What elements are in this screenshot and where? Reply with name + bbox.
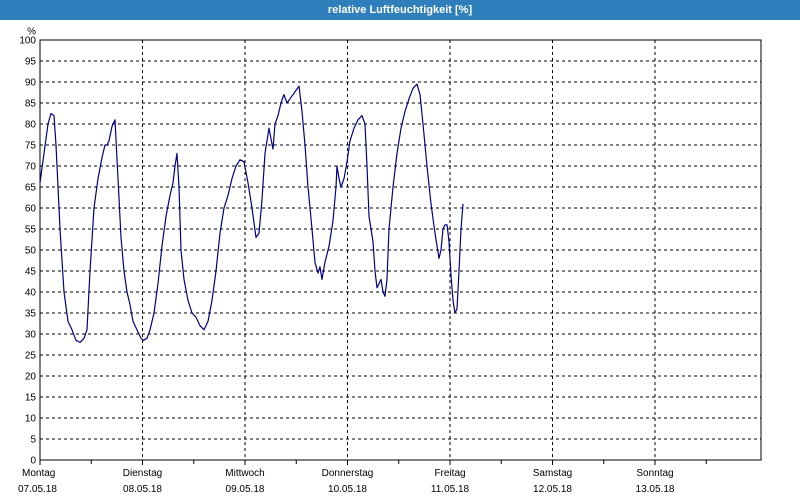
humidity-series-line [39,83,464,343]
y-tick-label: 65 [25,183,37,194]
y-tick-label: 90 [25,78,37,89]
y-tick-label: 25 [25,351,37,362]
y-tick-label: 10 [25,414,37,425]
y-tick-label: 85 [25,99,37,110]
y-tick-label: 70 [25,162,37,173]
x-tick-label-day: Sonntag [636,468,673,479]
y-tick-label: 60 [25,204,37,215]
chart-title: relative Luftfeuchtigkeit [%] [327,4,473,16]
x-tick-label-day: Samstag [533,468,572,479]
x-tick-label-date: 11.05.18 [431,484,470,495]
x-tick-label-date: 12.05.18 [533,484,572,495]
x-tick-label-date: 10.05.18 [328,484,367,495]
x-tick-label-date: 08.05.18 [123,484,162,495]
x-tick-label-day: Dienstag [123,468,162,479]
y-tick-label: 75 [25,141,37,152]
chart-title-bar: relative Luftfeuchtigkeit [%] [0,0,800,20]
y-tick-label: 30 [25,330,37,341]
x-tick-label-date: 13.05.18 [636,484,675,495]
x-tick-label-day: Donnerstag [322,468,374,479]
y-tick-label: 40 [25,288,37,299]
y-tick-label: 35 [25,309,37,320]
y-tick-label: 50 [25,246,37,257]
y-axis-unit-label: % [27,27,36,38]
y-tick-label: 15 [25,393,37,404]
y-tick-label: 100 [19,36,36,47]
x-tick-label-day: Montag [22,468,55,479]
y-tick-label: 0 [30,456,36,467]
x-tick-label-date: 07.05.18 [18,484,57,495]
y-tick-label: 80 [25,120,37,131]
x-tick-label-date: 09.05.18 [226,484,265,495]
x-tick-label-day: Mittwoch [225,468,264,479]
y-tick-label: 20 [25,372,37,383]
x-tick-label-day: Freitag [434,468,465,479]
y-tick-label: 55 [25,225,37,236]
plot-frame [39,39,762,461]
y-tick-label: 5 [30,435,36,446]
y-tick-label: 95 [25,57,37,68]
y-tick-label: 45 [25,267,37,278]
